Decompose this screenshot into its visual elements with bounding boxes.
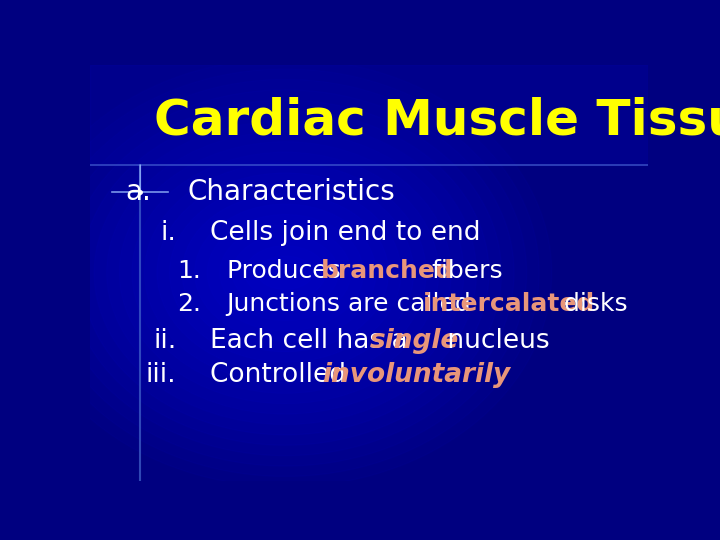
- Text: a.: a.: [125, 178, 151, 206]
- Text: involuntarily: involuntarily: [322, 362, 510, 388]
- Text: iii.: iii.: [146, 362, 176, 388]
- Text: fibers: fibers: [424, 259, 503, 282]
- Text: branched: branched: [321, 259, 454, 282]
- Text: disks: disks: [556, 292, 628, 316]
- Text: ii.: ii.: [153, 328, 176, 354]
- Text: Each cell has a: Each cell has a: [210, 328, 416, 354]
- Text: 1.: 1.: [178, 259, 202, 282]
- Text: Produces: Produces: [227, 259, 348, 282]
- Text: Characteristics: Characteristics: [188, 178, 395, 206]
- Text: single: single: [369, 328, 459, 354]
- Text: Cardiac Muscle Tissue: Cardiac Muscle Tissue: [154, 97, 720, 145]
- Text: intercalated: intercalated: [423, 292, 595, 316]
- Bar: [90, 65, 648, 165]
- Text: 2.: 2.: [178, 292, 202, 316]
- Text: Junctions are called: Junctions are called: [227, 292, 480, 316]
- Text: Controlled: Controlled: [210, 362, 354, 388]
- Text: i.: i.: [161, 220, 176, 246]
- Text: nucleus: nucleus: [438, 328, 549, 354]
- Text: Cells join end to end: Cells join end to end: [210, 220, 480, 246]
